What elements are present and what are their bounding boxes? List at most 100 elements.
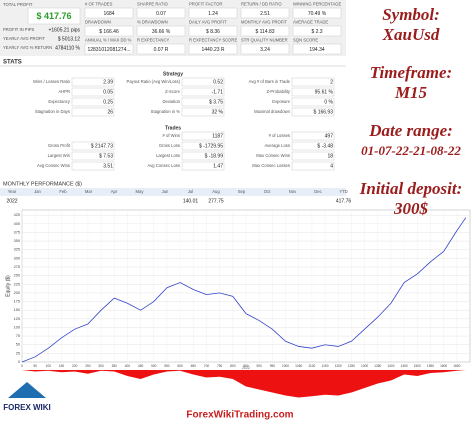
value: $ 7.53 [99, 153, 113, 159]
value-box [291, 87, 335, 97]
month-header: Sep [238, 189, 246, 194]
x-tick-label: 1250 [348, 364, 355, 368]
x-tick-label: 500 [151, 364, 157, 368]
side-label: Initial deposit: [359, 179, 462, 198]
value-box [71, 107, 115, 117]
value: 12831012081274... [87, 47, 130, 53]
label: WINNING PERCENTAGE [293, 2, 342, 7]
x-tick-label: 1100 [308, 364, 315, 368]
x-tick-label: 450 [138, 364, 144, 368]
value: $ -1729.95 [199, 143, 223, 149]
label: ANNUAL % / MAX DD % [85, 38, 132, 43]
value-box [240, 43, 290, 55]
label: AHPR [58, 89, 70, 94]
y-tick-label: 75 [16, 334, 20, 338]
x-tick-label: 250 [85, 364, 91, 368]
value: 18 [327, 153, 333, 159]
value-box [292, 43, 342, 55]
value: $ 8.36 [206, 29, 220, 35]
label: R EXPECTANCY [137, 38, 169, 43]
month-header: Dec [314, 189, 321, 194]
value-box [188, 25, 238, 37]
value-box [240, 7, 290, 19]
label: YEARLY AVG PROFIT [3, 36, 46, 41]
label: Maximal drawdown [254, 109, 291, 114]
y-tick-label: 125 [14, 317, 20, 321]
label: % DRAWDOWN [137, 20, 168, 25]
month-header: Apr [111, 189, 118, 194]
value: $ 166.46 [99, 29, 119, 35]
value-box [181, 131, 225, 141]
label: Max Consec Losses [252, 163, 290, 168]
month-value: 2022 [6, 198, 17, 204]
label: YEARLY AVG % RETURN [3, 45, 52, 50]
label: Average Loss [264, 143, 290, 148]
label: PROFIT IN PIPS [3, 27, 35, 32]
label: Avg Consec Wins [37, 163, 70, 168]
value-box [84, 25, 134, 37]
label: Avg Consec Loss [147, 163, 180, 168]
footer-site: ForexWikiTrading.com [186, 410, 293, 421]
value: 1440.23 R [201, 47, 224, 53]
label: MONTHLY AVG PROFIT [241, 20, 288, 25]
value-box [291, 107, 335, 117]
value-box [181, 161, 225, 171]
value-box [240, 25, 290, 37]
logo: FOREX WIKI [3, 403, 51, 412]
side-value: M15 [394, 83, 428, 102]
value: 497 [325, 133, 334, 139]
label: DAILY AVG PROFIT [189, 20, 227, 25]
x-tick-label: 850 [243, 364, 249, 368]
value-box [292, 25, 342, 37]
value: $ 3.75 [209, 99, 223, 105]
month-header: Jul [188, 189, 193, 194]
label: # of Losses [269, 133, 290, 138]
value: $ -3.48 [317, 143, 333, 149]
month-header: Jan [34, 189, 41, 194]
value: 194.34 [309, 47, 325, 53]
value-box [291, 131, 335, 141]
side-label: Date range: [368, 121, 453, 140]
value: 1187 [212, 133, 223, 139]
side-value: 300$ [393, 199, 429, 218]
x-tick-label: 1150 [322, 364, 329, 368]
x-tick-label: 1200 [335, 364, 342, 368]
label: RETURN / DD RATIO [241, 2, 282, 7]
value: 4 [330, 163, 333, 169]
x-tick-label: 600 [177, 364, 183, 368]
label: Stagnation in Days [35, 109, 70, 114]
table-title: Strategy [163, 71, 183, 77]
y-tick-label: 250 [14, 274, 20, 278]
x-tick-label: 650 [191, 364, 197, 368]
x-tick-label: 1500 [414, 364, 421, 368]
x-tick-label: 700 [204, 364, 210, 368]
value: 0.25 [103, 99, 113, 105]
value-box [181, 77, 225, 87]
value-box [27, 7, 81, 25]
value: 0.07 [156, 11, 166, 17]
value-box [291, 97, 335, 107]
label: AVERAGE TRADE [293, 20, 328, 25]
month-value: 417.76 [336, 198, 352, 204]
x-tick-label: 900 [257, 364, 263, 368]
value-box [181, 87, 225, 97]
label: R EXPECTANCY SCORE [189, 38, 237, 43]
value-box [181, 141, 225, 151]
value-box [84, 43, 134, 55]
value-box [181, 107, 225, 117]
x-tick-label: 0 [21, 364, 23, 368]
value: $ 166.93 [314, 109, 334, 115]
y-tick-label: 100 [14, 325, 20, 329]
label: Avg # of Bars in Trade [249, 79, 291, 84]
label: STR QUALITY NUMBER [241, 38, 288, 43]
value: $ 2147.73 [91, 143, 113, 149]
label: Wins / Losses Ratio [33, 79, 71, 84]
total-profit: $ 417.76 [36, 11, 71, 21]
equity-line [21, 217, 467, 363]
x-tick-label: 400 [125, 364, 131, 368]
x-tick-label: 1450 [401, 364, 408, 368]
side-value: 01-07-22-21-08-22 [361, 143, 461, 158]
x-tick-label: 1000 [282, 364, 289, 368]
value: 1.24 [208, 11, 218, 17]
